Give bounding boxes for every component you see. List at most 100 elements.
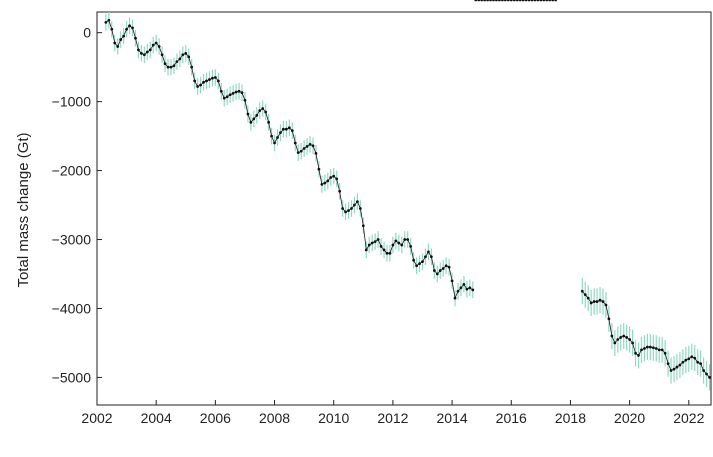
data-point <box>237 89 241 93</box>
data-point <box>261 107 265 110</box>
data-point <box>666 362 670 366</box>
data-point <box>657 348 661 352</box>
data-point <box>116 45 120 48</box>
data-point <box>536 0 540 2</box>
data-point <box>175 60 179 64</box>
data-point <box>427 250 430 254</box>
data-point <box>533 0 537 2</box>
data-point <box>326 179 330 183</box>
data-point <box>219 89 223 93</box>
data-point <box>521 0 525 2</box>
data-point <box>320 182 324 186</box>
data-point <box>231 91 235 95</box>
data-point <box>643 347 646 350</box>
data-point <box>684 358 688 362</box>
data-point <box>353 203 356 207</box>
data-point <box>293 141 297 145</box>
data-point <box>128 24 131 28</box>
data-point <box>258 109 262 112</box>
data-point <box>669 369 673 372</box>
data-point <box>332 174 336 178</box>
data-point <box>530 0 534 2</box>
data-point <box>412 258 416 262</box>
data-point <box>610 334 614 338</box>
data-point <box>545 0 549 2</box>
data-point <box>509 0 513 2</box>
data-point <box>361 224 365 228</box>
y-tick-label: 0 <box>83 25 91 41</box>
data-point <box>314 151 318 155</box>
data-point <box>234 90 238 94</box>
data-point <box>299 149 303 153</box>
data-point <box>305 145 309 148</box>
data-point <box>672 367 676 371</box>
data-point <box>222 96 226 100</box>
data-point <box>648 345 652 349</box>
data-point <box>678 363 682 367</box>
data-point <box>370 241 374 245</box>
data-point <box>498 0 501 2</box>
data-point <box>456 289 460 293</box>
data-point <box>634 351 637 355</box>
data-point <box>255 114 259 117</box>
data-point <box>687 357 691 361</box>
data-point <box>447 265 451 269</box>
data-point <box>308 142 312 146</box>
data-point <box>267 120 271 124</box>
data-point <box>489 0 492 2</box>
data-point <box>246 112 250 116</box>
data-point <box>681 360 685 364</box>
data-point <box>705 372 708 376</box>
data-point <box>107 18 111 22</box>
y-tick-label: −5000 <box>52 369 92 385</box>
error-bars <box>105 12 711 391</box>
data-point <box>625 336 629 339</box>
data-point <box>542 0 546 2</box>
data-point <box>302 147 306 150</box>
data-point <box>406 238 410 241</box>
data-point <box>592 300 596 303</box>
y-tick-label: −3000 <box>52 232 92 248</box>
data-points <box>104 0 711 379</box>
data-point <box>213 76 217 79</box>
data-point <box>211 76 214 80</box>
data-point <box>432 269 436 272</box>
data-point <box>373 240 377 243</box>
data-point <box>613 341 617 345</box>
data-point <box>415 264 418 268</box>
data-point <box>335 177 339 181</box>
data-point <box>190 65 194 69</box>
data-point <box>598 298 602 302</box>
data-point <box>539 0 543 2</box>
data-point <box>524 0 528 2</box>
series-line-segment-2 <box>581 290 710 378</box>
data-point <box>586 296 590 300</box>
data-point <box>228 93 232 97</box>
plot-area <box>96 0 712 406</box>
data-point <box>424 255 427 259</box>
x-tick-label: 2022 <box>673 410 704 426</box>
data-point <box>583 293 587 297</box>
data-point <box>645 345 649 349</box>
data-point <box>435 272 439 276</box>
data-point <box>347 209 350 212</box>
data-point <box>202 80 205 84</box>
series-line-segment-1 <box>105 19 474 300</box>
data-point <box>492 0 495 2</box>
data-point <box>344 210 347 214</box>
data-point <box>282 127 285 131</box>
data-point <box>276 136 279 139</box>
data-point <box>471 288 475 292</box>
data-point <box>379 245 383 248</box>
data-point <box>640 348 643 352</box>
data-point <box>279 131 282 135</box>
data-point <box>273 141 276 145</box>
data-point <box>172 64 176 68</box>
data-point <box>205 79 208 83</box>
x-tick-label: 2016 <box>496 410 527 426</box>
data-point <box>270 134 273 138</box>
data-point <box>243 98 247 102</box>
data-point <box>296 151 300 155</box>
data-point <box>438 269 442 272</box>
x-tick-label: 2006 <box>200 410 231 426</box>
